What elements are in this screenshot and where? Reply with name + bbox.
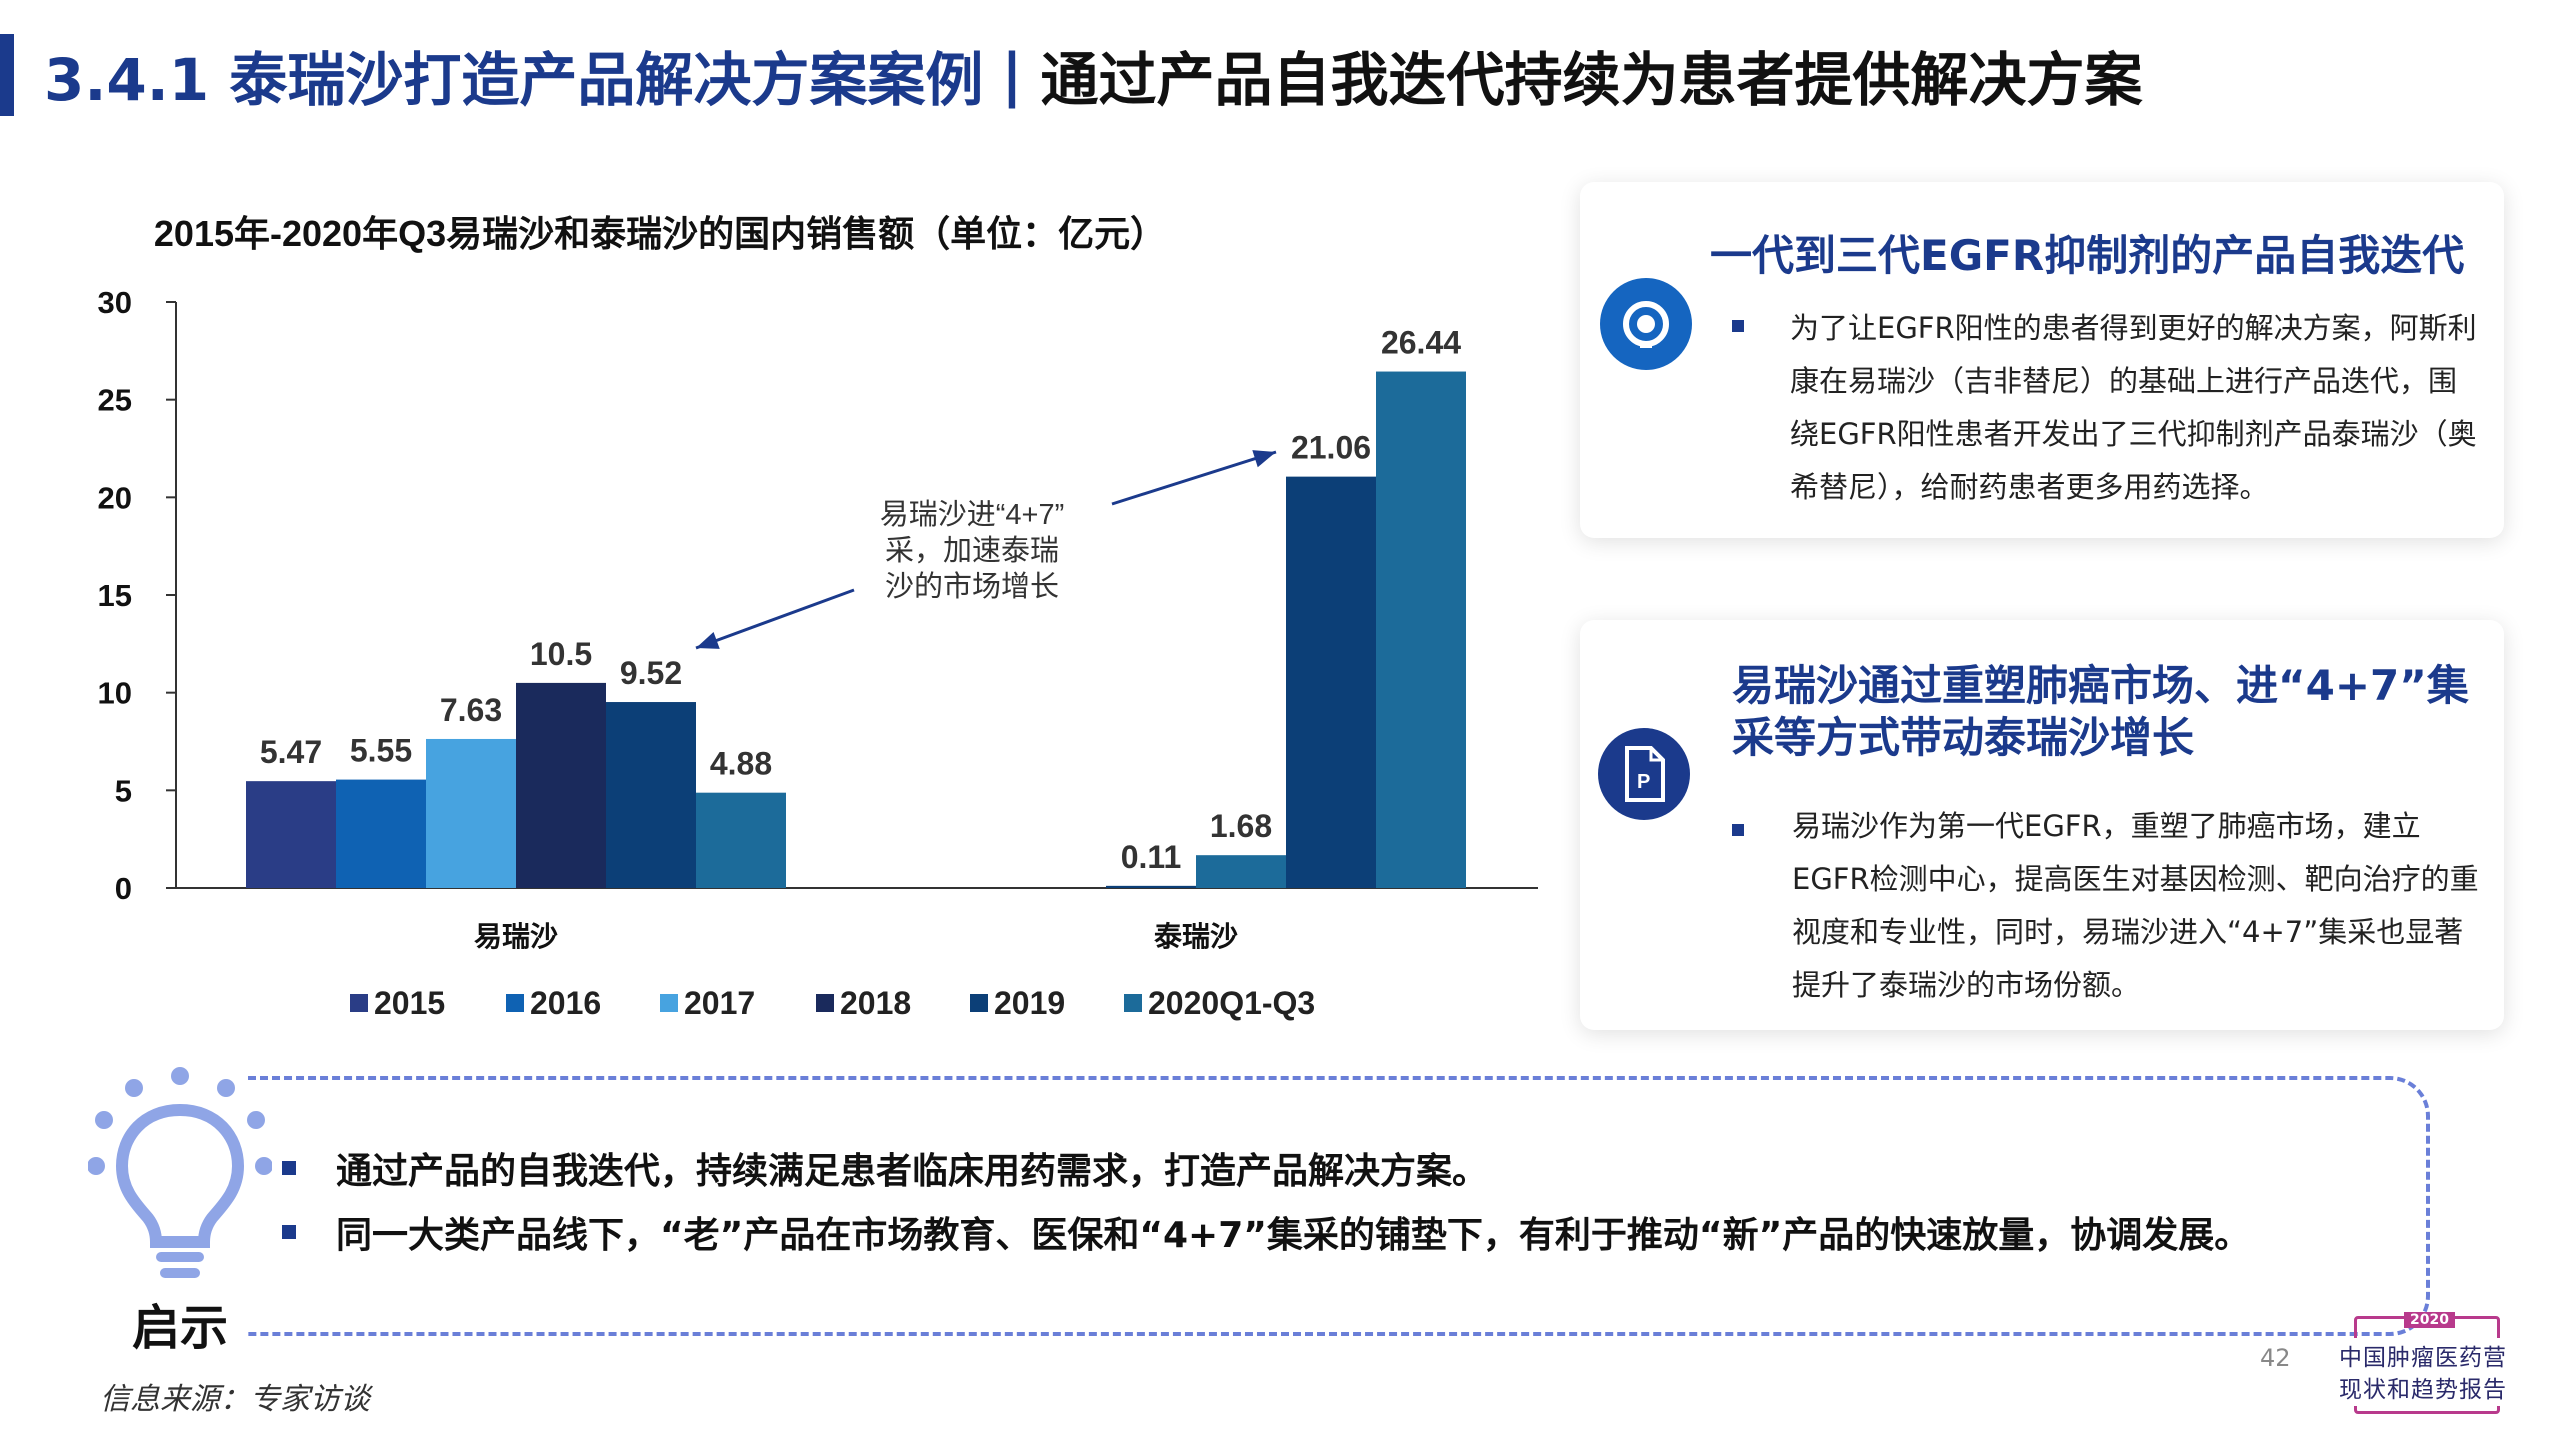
legend-label: 2016 xyxy=(530,985,601,1021)
category-label: 易瑞沙 xyxy=(474,921,558,952)
svg-text:P: P xyxy=(1637,771,1650,793)
iteration-card-text: 为了让EGFR阳性的患者得到更好的解决方案，阿斯利康在易瑞沙（吉非替尼）的基础上… xyxy=(1790,311,2477,504)
bar xyxy=(1376,371,1466,888)
page-number: 42 xyxy=(2260,1344,2291,1372)
legend-label: 2017 xyxy=(684,985,755,1021)
y-tick-label: 30 xyxy=(98,285,132,320)
arrow-head-icon xyxy=(696,631,720,649)
data-label: 21.06 xyxy=(1291,430,1371,466)
market-card: P 易瑞沙通过重塑肺癌市场、进“4+7”集采等方式带动泰瑞沙增长 易瑞沙作为第一… xyxy=(1580,620,2504,1030)
y-tick-label: 5 xyxy=(115,773,132,808)
bullet-square-icon xyxy=(282,1161,296,1175)
bar xyxy=(606,702,696,888)
iteration-card-title: 一代到三代EGFR抑制剂的产品自我迭代 xyxy=(1710,231,2465,280)
page-title-main: 3.4.1 泰瑞沙打造产品解决方案案例 xyxy=(44,46,984,114)
insight-item: 通过产品的自我迭代，持续满足患者临床用药需求，打造产品解决方案。 xyxy=(282,1142,1488,1194)
legend-swatch xyxy=(660,994,678,1012)
data-label: 26.44 xyxy=(1381,325,1461,361)
report-logo: 2020 中国肿瘤医药营销 现状和趋势报告 xyxy=(2328,1312,2518,1416)
bar xyxy=(246,781,336,888)
data-label: 0.11 xyxy=(1121,839,1182,875)
data-label: 5.47 xyxy=(260,734,322,770)
bullet-square-icon xyxy=(1732,824,1744,836)
data-label: 7.63 xyxy=(440,692,502,728)
bar xyxy=(516,682,606,888)
insight-item-text: 同一大类产品线下，“老”产品在市场教育、医保和“4+7”集采的铺垫下，有利于推动… xyxy=(336,1215,2251,1256)
data-label: 4.88 xyxy=(710,746,772,782)
bar xyxy=(336,779,426,888)
page-title: 3.4.1 泰瑞沙打造产品解决方案案例 | 通过产品自我迭代持续为患者提供解决方… xyxy=(44,30,2143,120)
iteration-card: 一代到三代EGFR抑制剂的产品自我迭代 为了让EGFR阳性的患者得到更好的解决方… xyxy=(1580,182,2504,538)
legend-swatch xyxy=(816,994,834,1012)
legend-swatch xyxy=(506,994,524,1012)
lightbulb-icon xyxy=(88,1067,272,1278)
annotation-text: 易瑞沙进“4+7” xyxy=(880,498,1065,531)
bar-chart-svg: 2015年-2020年Q3易瑞沙和泰瑞沙的国内销售额（单位：亿元） 0 5 10 15 2… xyxy=(98,213,1538,1021)
insight-item-text: 通过产品的自我迭代，持续满足患者临床用药需求，打造产品解决方案。 xyxy=(336,1151,1489,1192)
annotation-text: 沙的市场增长 xyxy=(885,570,1059,603)
bar xyxy=(1286,476,1376,888)
bullet-square-icon xyxy=(282,1225,296,1239)
y-tick-label: 15 xyxy=(98,578,132,613)
insight-box xyxy=(248,1076,2430,1336)
title-accent-bar xyxy=(0,34,14,116)
page-title-sub: 通过产品自我迭代持续为患者提供解决方案 xyxy=(1040,46,2143,114)
annotation-arrow xyxy=(1111,450,1277,506)
legend-label: 2015 xyxy=(374,985,445,1021)
data-label: 10.5 xyxy=(530,636,592,672)
source-note: 信息来源：专家访谈 xyxy=(100,1382,370,1417)
y-tick-label: 0 xyxy=(115,871,132,906)
insight-item: 同一大类产品线下，“老”产品在市场教育、医保和“4+7”集采的铺垫下，有利于推动… xyxy=(282,1206,2250,1258)
legend-swatch xyxy=(970,994,988,1012)
data-label: 9.52 xyxy=(620,655,682,691)
annotation-arrow xyxy=(695,588,855,650)
y-tick-label: 20 xyxy=(98,480,132,515)
bar xyxy=(426,738,516,888)
target-icon xyxy=(1600,278,1692,370)
y-tick-label: 25 xyxy=(98,383,132,418)
bar xyxy=(696,792,786,888)
legend-swatch xyxy=(1124,994,1142,1012)
y-tick-label: 10 xyxy=(98,676,132,711)
logo-line-2: 现状和趋势报告 xyxy=(2328,1370,2518,1404)
insight-label: 启示 xyxy=(132,1300,229,1356)
document-icon: P xyxy=(1598,728,1690,820)
title-separator: | xyxy=(1001,41,1023,109)
data-label: 5.55 xyxy=(350,733,412,769)
legend-label: 2018 xyxy=(840,985,911,1021)
bullet-square-icon xyxy=(1732,320,1744,332)
market-card-text: 易瑞沙作为第一代EGFR，重塑了肺癌市场，建立EGFR检测中心，提高医生对基因检… xyxy=(1792,809,2479,1002)
bar xyxy=(1196,855,1286,888)
bar xyxy=(1106,885,1196,888)
category-label: 泰瑞沙 xyxy=(1154,921,1238,952)
annotation-text: 采，加速泰瑞 xyxy=(885,534,1059,567)
market-card-title: 易瑞沙通过重塑肺癌市场、进“4+7”集采等方式带动泰瑞沙增长 xyxy=(1732,661,2469,762)
arrow-head-icon xyxy=(1252,450,1276,468)
logo-year: 2020 xyxy=(2404,1312,2455,1328)
legend-swatch xyxy=(350,994,368,1012)
legend-label: 2019 xyxy=(994,985,1065,1021)
sales-chart: 2015年-2020年Q3易瑞沙和泰瑞沙的国内销售额（单位：亿元） 0 5 10 15 2… xyxy=(60,200,1560,1040)
data-label: 1.68 xyxy=(1210,808,1272,844)
legend-label: 2020Q1-Q3 xyxy=(1148,985,1315,1021)
chart-title: 2015年-2020年Q3易瑞沙和泰瑞沙的国内销售额（单位：亿元） xyxy=(154,213,1166,254)
